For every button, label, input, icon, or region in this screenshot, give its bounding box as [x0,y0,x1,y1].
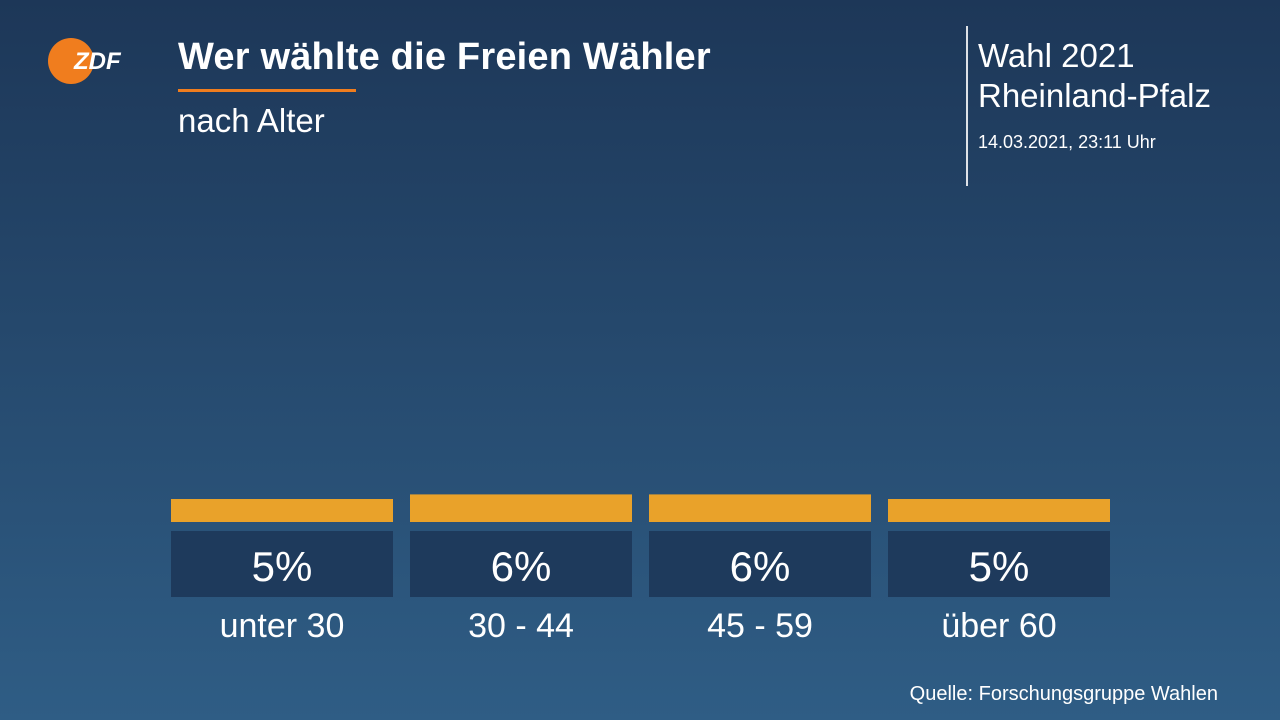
zdf-logo-circle [48,38,94,84]
header-divider [966,26,968,186]
category-label: 30 - 44 [468,607,574,645]
value-label-box [410,531,632,597]
zdf-logo: ZDF [48,38,122,84]
page-subtitle: nach Alter [178,102,325,139]
page-title: Wer wählte die Freien Wähler [178,36,711,78]
election-region: Rheinland-Pfalz [978,77,1211,114]
zdf-logo-text: ZDF [73,48,122,75]
category-label: unter 30 [220,607,345,645]
value-label: 5% [969,543,1030,590]
election-info: Wahl 2021 Rheinland-Pfalz [978,36,1211,116]
bar [888,499,1110,522]
category-label: 45 - 59 [707,607,813,645]
value-label-box [171,531,393,597]
value-label: 6% [491,543,552,590]
source-note: Quelle: Forschungsgruppe Wahlen [909,683,1218,705]
timestamp: 14.03.2021, 23:11 Uhr [978,132,1156,152]
category-label: über 60 [941,607,1056,645]
bar [171,499,393,522]
election-name: Wahl 2021 [978,37,1135,74]
value-label: 5% [252,543,313,590]
bar [410,494,632,522]
bar [649,494,871,522]
value-label: 6% [730,543,791,590]
value-label-box [888,531,1110,597]
value-label-box [649,531,871,597]
title-underline [178,89,356,92]
